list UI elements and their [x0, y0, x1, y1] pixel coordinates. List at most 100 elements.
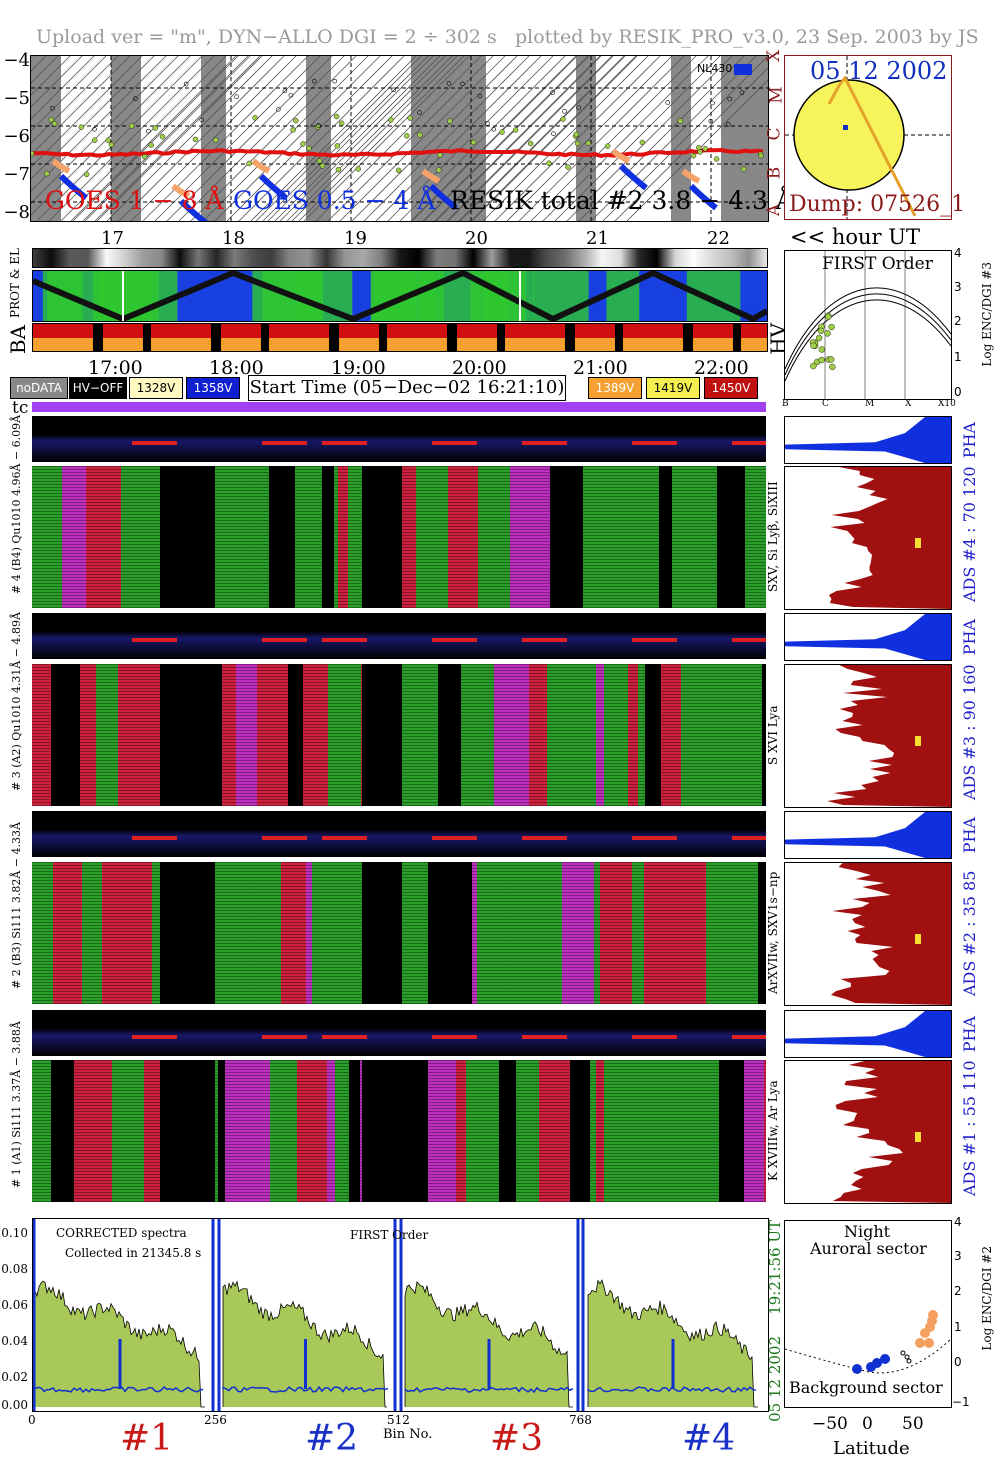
sun-position-panel — [784, 55, 952, 220]
spectrogram-panel — [32, 1060, 766, 1202]
channel-number-1: #1 — [120, 1418, 174, 1459]
emission-lines-label: K XVIIIw, Ar Lya — [766, 1080, 780, 1182]
hatch-line — [31, 56, 131, 156]
hatch-line — [590, 56, 757, 221]
hatch-line — [291, 56, 458, 221]
channel-number-2: #2 — [305, 1418, 359, 1459]
goes-ytick: −5 — [3, 88, 30, 109]
start-time-box: Start Time (05−Dec−02 16:21:10) — [248, 375, 566, 401]
resik-point — [199, 117, 205, 123]
resik-point — [129, 123, 135, 129]
resik-point — [83, 171, 90, 178]
emission-lines-label: SXV, Si Lyβ, SiXIII — [766, 481, 780, 593]
ads-histogram — [784, 862, 952, 1006]
resik-point — [395, 167, 402, 174]
resik-point — [708, 118, 714, 124]
hour-label: 17:00 — [88, 357, 143, 379]
lat-ytick: 3 — [954, 1249, 962, 1263]
nl-swatch — [734, 63, 753, 75]
pha-histogram-shape — [785, 812, 951, 858]
pha-flare-streak — [262, 1035, 307, 1040]
resik-point — [293, 117, 299, 124]
fo-point — [825, 313, 832, 321]
resik-point — [576, 105, 582, 110]
fo-point — [824, 330, 831, 337]
lat-title-auroral: Auroral sector — [810, 1239, 927, 1258]
resik-segment — [681, 168, 701, 184]
background-line — [587, 1386, 757, 1393]
hatch-line — [422, 56, 589, 221]
first-order-title: FIRST Order — [822, 254, 933, 274]
pha-flare-streak — [262, 441, 307, 446]
resik-point — [407, 115, 413, 121]
background-line — [34, 1385, 204, 1394]
resik-point — [335, 166, 342, 173]
fo-point — [829, 363, 836, 371]
ads-histogram — [784, 1060, 952, 1204]
hatch-line — [482, 56, 649, 221]
hatch-line — [31, 56, 95, 120]
lat-ytick: 2 — [954, 1284, 962, 1298]
hatch-line — [31, 56, 107, 132]
resik-point — [758, 152, 764, 159]
day-label: 21 — [586, 228, 609, 249]
resik-segment — [611, 148, 631, 164]
resik-point — [105, 137, 111, 143]
hatch-line — [178, 56, 345, 221]
resik-point — [470, 139, 477, 146]
hour-label: 20:00 — [452, 357, 507, 379]
tc-label: tc — [12, 398, 29, 418]
upload-version-label: Upload ver = "m", DYN−ALLO DGI = 2 ÷ 302… — [36, 26, 497, 48]
goes-054-series — [618, 163, 648, 191]
ads-histogram — [784, 466, 952, 610]
data-gap — [160, 664, 215, 806]
goes-plot — [31, 56, 768, 221]
fo-point — [810, 362, 817, 370]
lat-point — [880, 1354, 890, 1364]
active-region-marker — [843, 125, 848, 130]
resik-point — [565, 164, 571, 170]
tc-bar — [32, 402, 766, 412]
lat-point — [904, 1354, 910, 1360]
ads-histogram-shape — [785, 665, 951, 807]
hatch-line — [60, 56, 227, 221]
collected-label: Collected in 21345.8 s — [65, 1246, 202, 1260]
pha-flare-streak — [732, 638, 766, 643]
spec-ytick: 0.08 — [1, 1262, 28, 1276]
resik-segment — [171, 183, 191, 199]
pha-flare-streak — [522, 638, 567, 643]
resik-point — [316, 158, 323, 164]
resik-point — [690, 153, 697, 159]
eclipse-band — [411, 56, 486, 221]
lat-ytick: 0 — [954, 1355, 962, 1369]
hatch-line — [190, 56, 357, 221]
data-gap — [362, 862, 402, 1004]
pha-flare-streak — [732, 836, 766, 841]
spec-ytick: 0.04 — [1, 1334, 28, 1348]
lat-point — [900, 1350, 906, 1356]
fo-xtick: M — [865, 399, 875, 409]
hatch-line — [31, 56, 83, 108]
hatch-line — [423, 56, 590, 221]
ads-marker — [915, 934, 921, 944]
data-gap — [362, 664, 402, 806]
resik-point — [677, 118, 684, 124]
resik-segment — [51, 158, 71, 174]
resik-point — [391, 87, 396, 93]
hatch-line — [118, 56, 285, 221]
hatch-line — [530, 56, 697, 221]
pha-flare-streak — [732, 441, 766, 446]
sun-date: 05 12 2002 — [810, 57, 948, 85]
hatch-line — [298, 56, 465, 221]
hatch-line — [387, 56, 554, 221]
background-line — [222, 1385, 389, 1393]
fo-xtick: X10 — [938, 399, 956, 409]
spec-time: 19:21:56 UT — [766, 1220, 784, 1315]
pha-flare-streak — [432, 441, 477, 446]
spec-ytick: 0.02 — [1, 1370, 28, 1384]
pha-flare-streak — [522, 441, 567, 446]
pha-label: PHA — [960, 1016, 979, 1053]
resik-point — [300, 141, 306, 147]
pha-histogram-plot — [785, 417, 951, 463]
resik-point — [460, 81, 465, 87]
